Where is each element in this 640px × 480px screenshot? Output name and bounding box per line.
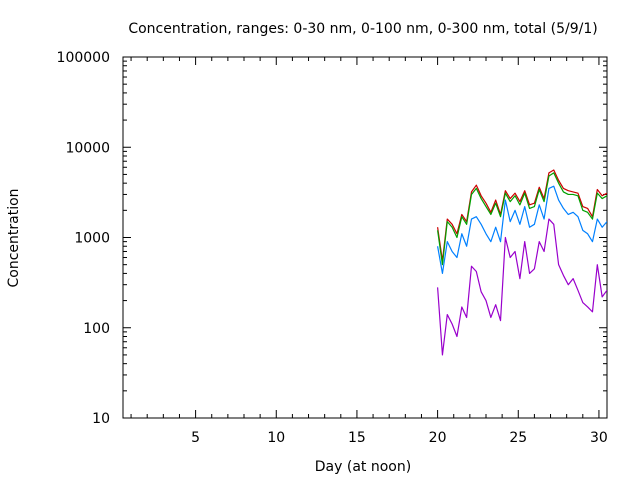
x-tick-label: 5 (191, 430, 200, 446)
x-tick-label: 30 (590, 430, 608, 446)
tick-labels: 5 10 15 20 25 30 10 100 1000 10000 100000 (57, 50, 608, 446)
plot-frame (122, 56, 608, 419)
y-tick-label: 10000 (65, 140, 110, 156)
y-tick-label: 100 (83, 321, 110, 337)
x-tick-label: 10 (267, 430, 285, 446)
x-tick-label: 25 (509, 430, 527, 446)
axis-ticks (123, 56, 607, 419)
series-line-2 (437, 172, 607, 266)
x-axis-label: Day (at noon) (315, 459, 411, 475)
series-line-3 (437, 185, 607, 275)
x-tick-label: 20 (429, 430, 447, 446)
y-tick-label: 100000 (57, 50, 110, 66)
chart-title: Concentration, ranges: 0-30 nm, 0-100 nm… (128, 21, 597, 37)
series-line-1 (437, 169, 607, 262)
y-axis-label: Concentration (6, 188, 22, 287)
y-tick-label: 10 (92, 411, 110, 427)
series-group (437, 169, 607, 356)
series-line-4 (437, 218, 607, 356)
y-tick-label: 1000 (74, 231, 110, 247)
x-tick-label: 15 (348, 430, 366, 446)
